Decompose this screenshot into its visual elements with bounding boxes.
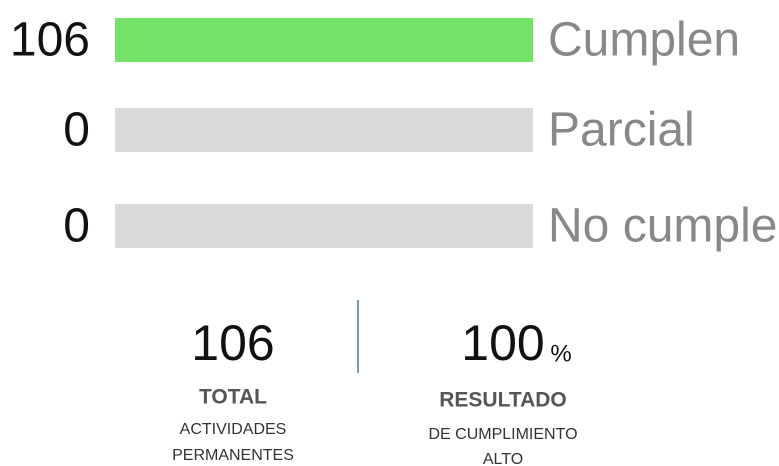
total-title: TOTAL — [199, 386, 267, 409]
result-value: 100 — [461, 315, 544, 371]
result-unit: % — [550, 340, 571, 367]
result-caption: DE CUMPLIMIENTO — [428, 426, 577, 443]
bar-track — [115, 204, 533, 248]
bar — [115, 18, 533, 62]
category-label: Parcial — [548, 104, 695, 157]
total-caption: PERMANENTES — [172, 447, 294, 464]
value-label: 0 — [63, 200, 90, 253]
result-title: RESULTADO — [439, 389, 567, 412]
total-value: 106 — [191, 315, 274, 371]
total-caption: ACTIVIDADES — [180, 421, 287, 438]
value-label: 0 — [63, 104, 90, 157]
bar-track — [115, 108, 533, 152]
result-caption: ALTO — [483, 451, 523, 466]
category-label: No cumple — [548, 200, 777, 253]
value-label: 106 — [10, 14, 90, 67]
category-label: Cumplen — [548, 14, 740, 67]
